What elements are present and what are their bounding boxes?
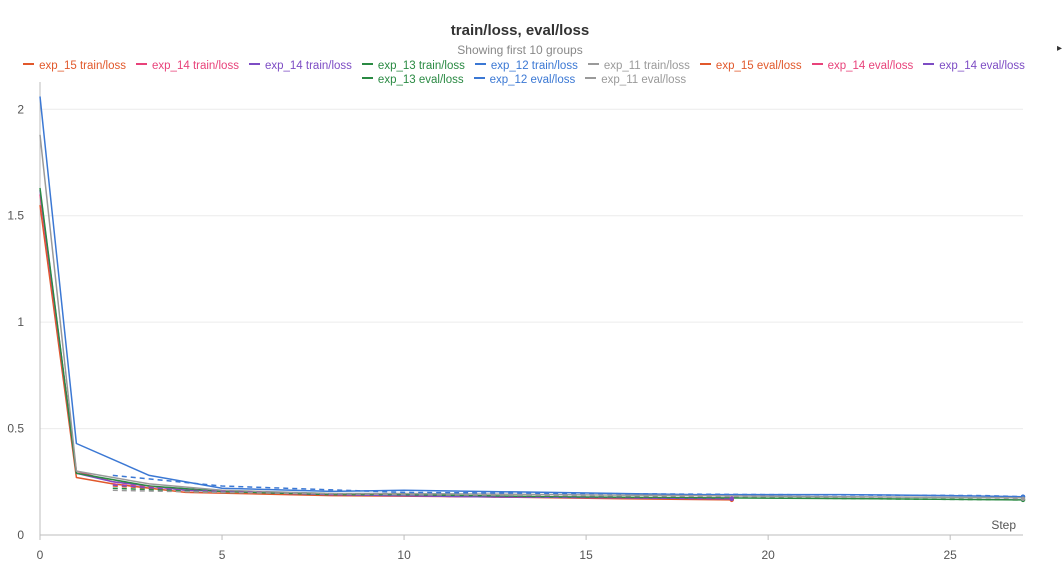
dashed-line-swatch-icon bbox=[923, 62, 935, 65]
y-tick-label: 1 bbox=[17, 315, 24, 329]
solid-line-swatch-icon bbox=[587, 62, 599, 65]
legend-item[interactable]: exp_11 eval/loss bbox=[585, 73, 686, 87]
x-axis-label: Step bbox=[991, 518, 1016, 532]
legend-label: exp_14 eval/loss bbox=[827, 60, 914, 72]
legend-label: exp_12 eval/loss bbox=[489, 74, 576, 86]
legend-item[interactable]: exp_13 eval/loss bbox=[361, 73, 464, 87]
legend-item[interactable]: exp_14 train/loss bbox=[248, 59, 352, 73]
x-tick-label: 15 bbox=[579, 548, 593, 562]
solid-line-swatch-icon bbox=[136, 62, 148, 65]
solid-line-swatch-icon bbox=[23, 62, 35, 65]
dashed-line-swatch-icon bbox=[361, 76, 373, 79]
x-tick-label: 10 bbox=[397, 548, 411, 562]
series-line[interactable] bbox=[112, 484, 732, 500]
legend-item[interactable]: exp_12 eval/loss bbox=[473, 73, 576, 87]
solid-line-swatch-icon bbox=[248, 62, 260, 65]
dashed-line-swatch-icon bbox=[473, 76, 485, 79]
legend-label: exp_14 train/loss bbox=[152, 60, 239, 72]
dashed-line-swatch-icon bbox=[811, 62, 823, 65]
series-line[interactable] bbox=[39, 194, 732, 500]
y-tick-label: 0.5 bbox=[7, 422, 24, 436]
legend-label: exp_11 train/loss bbox=[603, 60, 690, 72]
dashed-line-swatch-icon bbox=[585, 76, 597, 79]
legend-item[interactable]: exp_13 train/loss bbox=[361, 59, 465, 73]
legend-item[interactable]: exp_15 eval/loss bbox=[699, 59, 802, 73]
legend-label: exp_13 train/loss bbox=[377, 60, 465, 72]
legend-label: exp_12 train/loss bbox=[490, 60, 578, 72]
legend-label: exp_15 train/loss bbox=[39, 60, 127, 72]
series-end-point bbox=[729, 496, 734, 502]
legend-item[interactable]: exp_11 train/loss bbox=[587, 59, 690, 73]
series-line[interactable] bbox=[39, 134, 1024, 499]
x-tick-label: 5 bbox=[219, 548, 226, 562]
series-line[interactable] bbox=[39, 205, 732, 501]
series-layer bbox=[39, 96, 1024, 501]
legend-item[interactable]: exp_15 train/loss bbox=[23, 59, 126, 73]
legend-item[interactable]: exp_12 train/loss bbox=[474, 59, 578, 73]
series-line[interactable] bbox=[39, 190, 732, 500]
legend-item[interactable]: exp_14 eval/loss bbox=[811, 59, 914, 73]
x-tick-label: 20 bbox=[761, 548, 775, 562]
legend-item[interactable]: exp_14 eval/loss bbox=[923, 59, 1025, 73]
legend-label: exp_11 eval/loss bbox=[601, 74, 687, 86]
axis-layer: 00.511.520 5 10 15 20 25 bbox=[7, 82, 1023, 562]
series-end-point bbox=[1020, 496, 1026, 502]
chart-title: train/loss, eval/loss bbox=[450, 22, 590, 39]
marker-layer bbox=[729, 494, 1026, 503]
x-tick-label: 25 bbox=[944, 548, 958, 562]
legend-item[interactable]: exp_14 train/loss bbox=[136, 59, 239, 73]
legend-label: exp_14 train/loss bbox=[264, 60, 352, 72]
y-tick-label: 0 bbox=[17, 528, 24, 542]
legend-label: exp_13 eval/loss bbox=[377, 74, 464, 86]
grid-layer bbox=[40, 108, 1023, 430]
dashed-line-swatch-icon bbox=[699, 62, 711, 65]
chart-subtitle: Showing first 10 groups bbox=[457, 43, 583, 57]
chart-legend: exp_15 train/loss exp_14 train/loss exp_14… bbox=[14, 59, 1034, 87]
series-line[interactable] bbox=[112, 474, 1024, 498]
legend-label: exp_14 eval/loss bbox=[939, 60, 1025, 72]
legend-label: exp_15 eval/loss bbox=[715, 60, 802, 72]
series-line[interactable] bbox=[39, 187, 1024, 501]
y-tick-label: 1.5 bbox=[7, 209, 24, 223]
panel-edge-mark: ▸ bbox=[1056, 43, 1062, 54]
series-line[interactable] bbox=[39, 96, 1024, 498]
y-tick-label: 2 bbox=[17, 102, 24, 116]
solid-line-swatch-icon bbox=[474, 62, 486, 65]
x-tick-label: 0 bbox=[37, 548, 44, 562]
solid-line-swatch-icon bbox=[361, 62, 373, 65]
series-line[interactable] bbox=[112, 489, 1024, 500]
